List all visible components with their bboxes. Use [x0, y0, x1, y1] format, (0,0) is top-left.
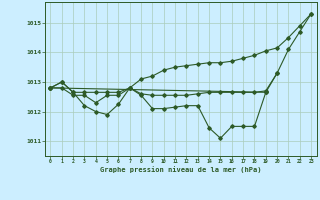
X-axis label: Graphe pression niveau de la mer (hPa): Graphe pression niveau de la mer (hPa): [100, 166, 261, 173]
